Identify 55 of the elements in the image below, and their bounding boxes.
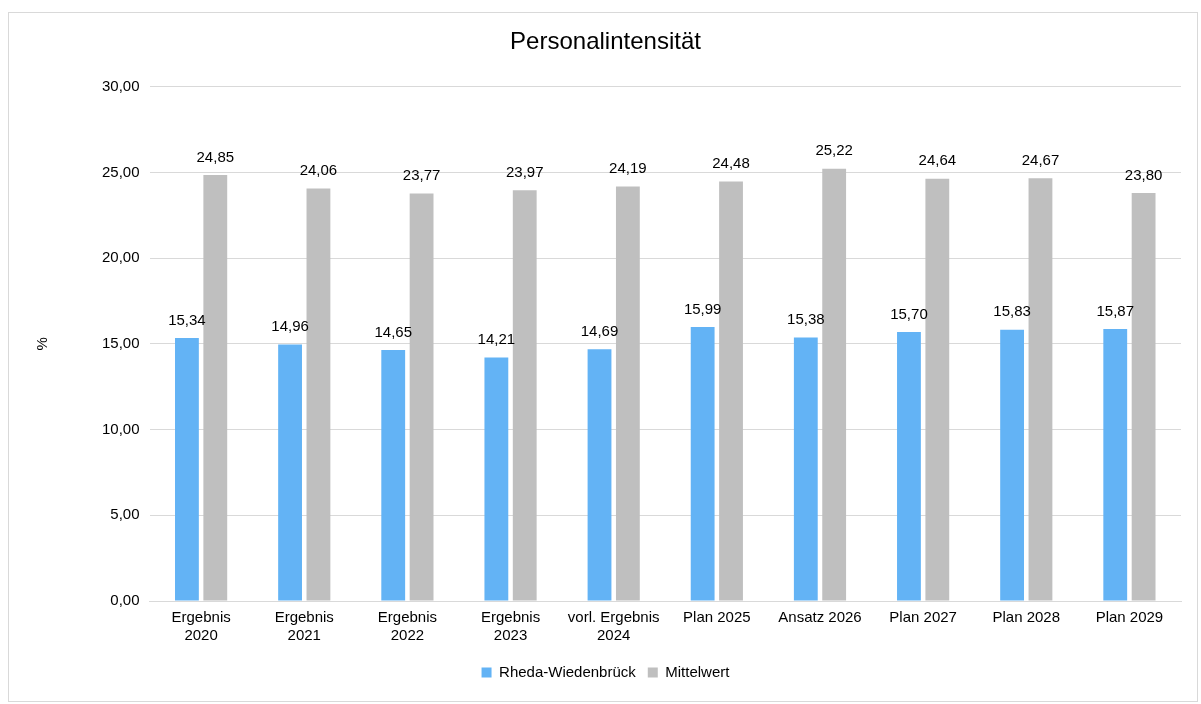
data-label: 24,64 bbox=[918, 151, 957, 169]
data-label: 25,22 bbox=[815, 141, 853, 159]
bar bbox=[1103, 328, 1128, 601]
x-tick-label: Plan 2025 bbox=[683, 608, 751, 626]
bar bbox=[175, 338, 199, 601]
x-tick-label: Ergebnis 2020 bbox=[171, 608, 231, 644]
x-tick-label: Ergebnis 2022 bbox=[377, 608, 437, 644]
y-axis-title: % bbox=[33, 337, 51, 351]
data-label: 23,97 bbox=[505, 162, 544, 180]
bar bbox=[306, 188, 331, 601]
y-tick-label: 20,00 bbox=[101, 248, 140, 266]
bar bbox=[690, 326, 715, 601]
x-tick-label: Ansatz 2026 bbox=[778, 608, 862, 626]
legend-label: Rheda-Wiedenbrück bbox=[499, 662, 637, 680]
data-label: 15,70 bbox=[890, 304, 928, 322]
y-tick-label: 25,00 bbox=[101, 162, 140, 180]
bar bbox=[1028, 178, 1053, 601]
x-tick-label: Plan 2029 bbox=[1095, 608, 1164, 626]
data-label: 14,69 bbox=[580, 321, 619, 339]
data-label: 23,80 bbox=[1124, 165, 1163, 183]
data-label: 14,65 bbox=[374, 322, 412, 340]
data-label: 24,85 bbox=[196, 147, 235, 165]
bar bbox=[278, 344, 302, 601]
data-label: 23,77 bbox=[402, 166, 441, 184]
x-tick-label: vorl. Ergebnis 2024 bbox=[567, 608, 660, 644]
bar bbox=[484, 357, 509, 601]
bar bbox=[897, 331, 921, 601]
data-label: 15,87 bbox=[1096, 301, 1135, 319]
x-tick-label: Plan 2028 bbox=[992, 608, 1061, 626]
bar bbox=[822, 168, 847, 601]
x-tick-label: Ergebnis 2023 bbox=[480, 608, 541, 644]
data-label: 15,38 bbox=[787, 310, 825, 328]
data-label: 24,06 bbox=[299, 161, 338, 179]
y-tick-label: 10,00 bbox=[101, 419, 140, 437]
y-tick-label: 5,00 bbox=[110, 505, 140, 523]
data-label: 24,19 bbox=[609, 159, 647, 177]
x-tick-label: Plan 2027 bbox=[889, 608, 957, 626]
data-label: 24,67 bbox=[1021, 150, 1060, 168]
legend-label: Mittelwert bbox=[665, 662, 731, 680]
data-label: 15,99 bbox=[683, 299, 722, 317]
bar bbox=[587, 349, 612, 601]
bar bbox=[793, 337, 818, 601]
data-label: 15,34 bbox=[168, 310, 206, 328]
bar bbox=[381, 349, 406, 601]
data-label: 14,21 bbox=[477, 330, 516, 348]
bar bbox=[719, 181, 743, 601]
data-label: 14,96 bbox=[271, 317, 309, 335]
y-tick-label: 15,00 bbox=[101, 334, 140, 352]
data-label: 24,48 bbox=[712, 154, 750, 172]
y-tick-label: 0,00 bbox=[110, 591, 140, 609]
data-label: 15,83 bbox=[993, 302, 1031, 320]
bar bbox=[1000, 329, 1025, 601]
x-tick-label: Ergebnis 2021 bbox=[274, 608, 334, 644]
chart-title: Personalintensität bbox=[510, 27, 702, 55]
y-tick-label: 30,00 bbox=[101, 76, 140, 94]
